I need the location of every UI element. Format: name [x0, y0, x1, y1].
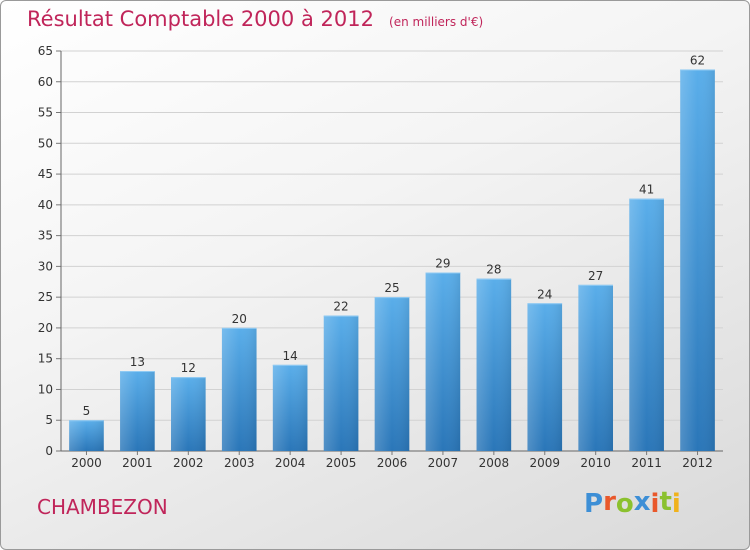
y-tick-label: 25	[38, 290, 53, 304]
y-tick-label: 65	[38, 44, 53, 58]
bar-shade	[120, 371, 155, 451]
x-tick-label: 2004	[275, 456, 306, 470]
x-tick-label: 2002	[173, 456, 204, 470]
x-tick-label: 2012	[682, 456, 713, 470]
bar-layer: 5 13 12 20 14 22 25 29 28 24 27 41 62	[69, 53, 715, 451]
data-label: 25	[384, 281, 399, 295]
data-label: 41	[639, 183, 654, 197]
bar-shade	[527, 303, 563, 451]
data-label: 29	[435, 257, 450, 271]
x-tick-label: 2009	[529, 456, 560, 470]
bar-shade	[170, 377, 206, 451]
data-label: 5	[83, 404, 91, 418]
x-tick-label: 2006	[377, 456, 408, 470]
bar-shade	[629, 198, 664, 451]
bar-shade	[69, 420, 104, 451]
logo-letter: i	[671, 489, 681, 519]
x-tick-label: 2000	[71, 456, 102, 470]
data-label: 22	[333, 300, 348, 314]
bar-shade	[680, 69, 715, 451]
chart-title: Résultat Comptable 2000 à 2012	[27, 7, 374, 31]
y-tick-label: 30	[38, 259, 53, 273]
logo-letter: t	[659, 487, 672, 517]
logo-letter: o	[615, 489, 634, 519]
logo-letter: P	[584, 489, 604, 519]
bar-shade	[323, 315, 359, 451]
title-row: Résultat Comptable 2000 à 2012 (en milli…	[27, 7, 483, 31]
town-name: CHAMBEZON	[37, 495, 168, 519]
bar-shade	[425, 272, 461, 451]
x-tick-label: 2011	[631, 456, 662, 470]
data-label: 62	[690, 53, 705, 67]
y-tick-label: 55	[38, 106, 53, 120]
logo-letter: x	[633, 487, 651, 517]
data-label: 27	[588, 269, 603, 283]
x-tick-label: 2003	[224, 456, 255, 470]
y-tick-label: 60	[38, 75, 53, 89]
y-tick-label: 20	[38, 321, 53, 335]
x-tick-label: 2010	[580, 456, 611, 470]
data-label: 13	[130, 355, 145, 369]
chart-subtitle: (en milliers d'€)	[389, 15, 484, 29]
data-label: 20	[232, 312, 247, 326]
y-tick-label: 35	[38, 229, 53, 243]
data-label: 14	[283, 349, 298, 363]
y-tick-label: 0	[45, 444, 53, 458]
data-label: 28	[486, 263, 501, 277]
proxiti-logo[interactable]: Proxiti	[584, 487, 681, 519]
x-tick-label: 2007	[428, 456, 459, 470]
bar-shade	[272, 364, 308, 451]
x-tick-label: 2005	[326, 456, 357, 470]
y-tick-label: 5	[45, 413, 53, 427]
data-label: 24	[537, 287, 552, 301]
data-label: 12	[181, 361, 196, 375]
axis-layer: 0 5 10 15 20 25 30 35 40 45 50 55 60 65 2000 2001 2002 20…	[38, 44, 723, 470]
y-tick-label: 15	[38, 352, 53, 366]
bar-shade	[374, 297, 410, 451]
x-tick-label: 2001	[122, 456, 153, 470]
y-tick-label: 50	[38, 136, 53, 150]
y-tick-label: 40	[38, 198, 53, 212]
y-tick-label: 45	[38, 167, 53, 181]
logo-letter: i	[650, 489, 660, 519]
bar-shade	[578, 284, 614, 451]
bar-shade	[476, 278, 512, 451]
x-tick-label: 2008	[479, 456, 510, 470]
logo-letter: r	[603, 487, 616, 517]
y-tick-label: 10	[38, 382, 53, 396]
bar-shade	[221, 327, 257, 451]
